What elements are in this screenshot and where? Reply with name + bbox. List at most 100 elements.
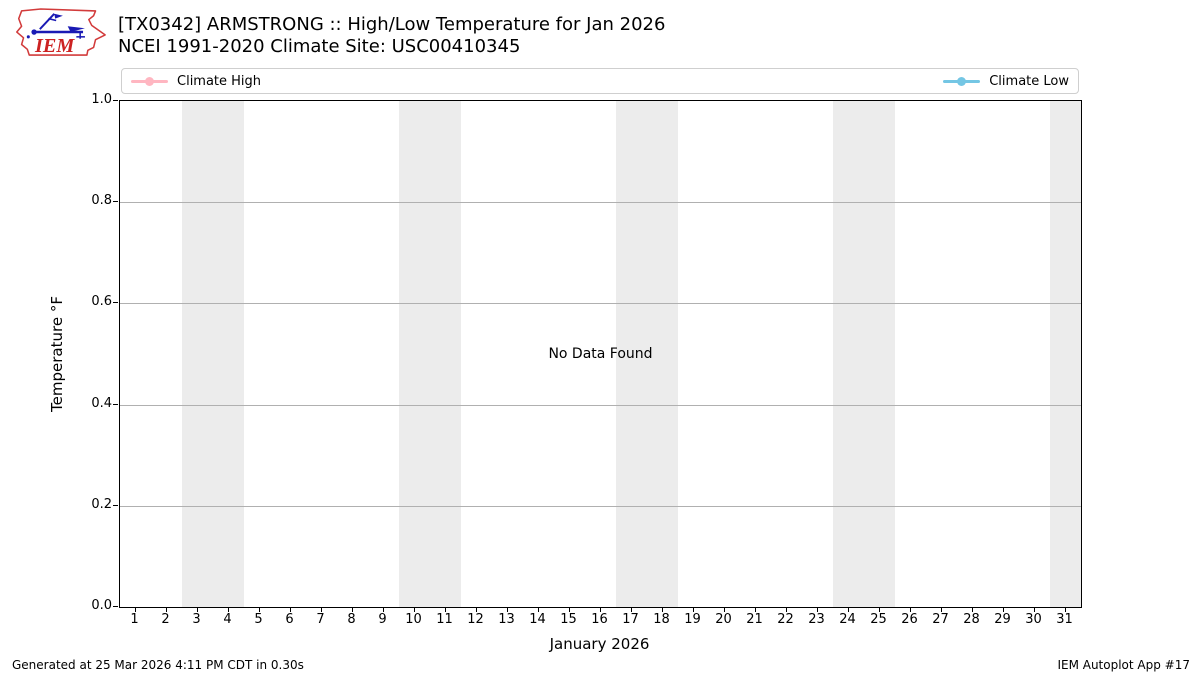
x-tick-mark	[537, 607, 539, 612]
x-tick-mark	[196, 607, 198, 612]
y-tick-label: 0.2	[91, 496, 112, 512]
weekend-shading-band	[833, 101, 895, 607]
x-tick-label: 27	[932, 612, 949, 627]
x-tick-mark	[568, 607, 570, 612]
y-tick-mark	[113, 504, 118, 506]
x-tick-mark	[382, 607, 384, 612]
x-tick-label: 13	[498, 612, 515, 627]
x-tick-label: 23	[808, 612, 825, 627]
x-tick-label: 7	[316, 612, 325, 627]
gridline	[120, 202, 1081, 204]
chart-title-block: [TX0342] ARMSTRONG :: High/Low Temperatu…	[118, 14, 665, 58]
legend-label: Climate Low	[989, 73, 1069, 89]
y-tick-mark	[113, 201, 118, 203]
x-tick-mark	[599, 607, 601, 612]
x-tick-label: 2	[161, 612, 170, 627]
x-tick-label: 30	[1025, 612, 1042, 627]
x-tick-label: 22	[777, 612, 794, 627]
x-tick-label: 12	[467, 612, 484, 627]
x-tick-mark	[723, 607, 725, 612]
x-tick-mark	[506, 607, 508, 612]
x-axis-label: January 2026	[549, 635, 650, 653]
weekend-shading-band	[399, 101, 461, 607]
y-tick-mark	[113, 606, 118, 607]
weather-vane-icon	[26, 13, 85, 39]
legend-label: Climate High	[177, 73, 262, 89]
x-tick-mark	[692, 607, 694, 612]
x-tick-mark	[816, 607, 818, 612]
y-axis-label: Temperature °F	[48, 296, 66, 412]
y-tick-label: 1.0	[91, 92, 112, 107]
x-tick-label: 6	[285, 612, 294, 627]
x-tick-label: 31	[1056, 612, 1073, 627]
legend: Climate High Climate Low	[121, 68, 1079, 94]
x-tick-label: 10	[405, 612, 422, 627]
x-tick-mark	[940, 607, 942, 612]
x-tick-label: 18	[653, 612, 670, 627]
x-tick-label: 26	[901, 612, 918, 627]
y-axis-tick-labels: 0.0 0.2 0.4 0.6 0.8 1.0	[84, 92, 112, 613]
legend-line-marker-icon	[131, 76, 168, 87]
x-tick-mark	[134, 607, 136, 612]
gridline	[120, 404, 1081, 406]
x-tick-mark	[909, 607, 911, 612]
x-tick-mark	[1002, 607, 1004, 612]
iem-logo-text: IEM	[34, 35, 75, 57]
legend-item: Climate Low	[943, 74, 1069, 89]
x-axis-tick-labels: 1 2 3 4 5 6 7 8 9 10 11 12 13 14 15 16 17 18 19 20 21 22 23 24 2…	[119, 612, 1080, 630]
x-tick-mark	[475, 607, 477, 612]
x-tick-mark	[630, 607, 632, 612]
x-tick-mark	[413, 607, 415, 612]
chart-subtitle: NCEI 1991-2020 Climate Site: USC00410345	[118, 36, 521, 57]
x-tick-label: 24	[839, 612, 856, 627]
x-tick-mark	[227, 607, 229, 612]
weekend-shading-band	[1050, 101, 1081, 607]
y-tick-mark	[113, 403, 118, 405]
x-tick-mark	[320, 607, 322, 612]
legend-line-marker-icon	[943, 76, 981, 87]
x-tick-label: 19	[684, 612, 701, 627]
x-tick-mark	[754, 607, 756, 612]
x-tick-mark	[444, 607, 446, 612]
app-credit: IEM Autoplot App #17	[1057, 658, 1190, 672]
x-tick-mark	[1033, 607, 1035, 612]
x-tick-label: 25	[870, 612, 887, 627]
generated-timestamp: Generated at 25 Mar 2026 4:11 PM CDT in …	[12, 658, 304, 672]
x-tick-label: 29	[994, 612, 1011, 627]
y-tick-mark	[113, 100, 118, 101]
x-tick-mark	[165, 607, 167, 612]
weekend-shading-band	[616, 101, 678, 607]
plot-area: No Data Found	[119, 100, 1082, 608]
x-tick-mark	[971, 607, 973, 612]
x-tick-label: 5	[254, 612, 263, 627]
x-tick-mark	[351, 607, 353, 612]
x-tick-label: 15	[560, 612, 577, 627]
legend-item: Climate High	[131, 74, 261, 89]
x-tick-label: 16	[591, 612, 608, 627]
x-tick-label: 3	[192, 612, 201, 627]
x-tick-label: 20	[715, 612, 732, 627]
iem-logo: IEM	[16, 8, 106, 57]
x-tick-label: 14	[529, 612, 546, 627]
x-tick-mark	[785, 607, 787, 612]
x-tick-label: 11	[436, 612, 453, 627]
x-tick-mark	[847, 607, 849, 612]
weekend-shading-band	[182, 101, 244, 607]
x-tick-mark	[258, 607, 260, 612]
y-tick-mark	[113, 302, 118, 304]
x-tick-label: 17	[622, 612, 639, 627]
y-tick-label: 0.6	[91, 294, 112, 310]
x-tick-label: 1	[130, 612, 139, 627]
x-tick-label: 8	[347, 612, 356, 627]
x-tick-mark	[289, 607, 291, 612]
y-tick-label: 0.8	[91, 193, 112, 209]
gridline	[120, 505, 1081, 507]
x-tick-label: 21	[746, 612, 763, 627]
chart-title: [TX0342] ARMSTRONG :: High/Low Temperatu…	[118, 14, 666, 35]
x-tick-label: 28	[963, 612, 980, 627]
no-data-message: No Data Found	[548, 346, 653, 362]
x-tick-mark	[1064, 607, 1066, 612]
x-tick-mark	[878, 607, 880, 612]
x-tick-label: 4	[223, 612, 232, 627]
